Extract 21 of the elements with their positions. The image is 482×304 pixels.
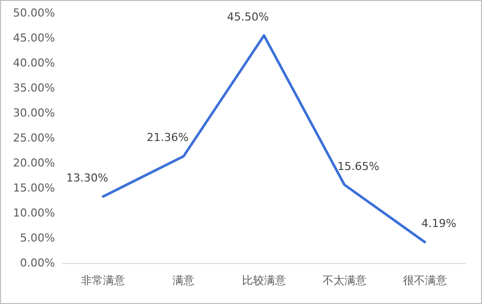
y-tick-label: 5.00% [20,232,55,244]
x-tick-label: 很不满意 [402,274,447,287]
y-tick-label: 40.00% [13,56,55,70]
data-label: 45.50% [227,10,269,24]
y-tick-label: 10.00% [13,206,55,220]
y-tick-label: 45.00% [13,32,55,44]
x-tick-label: 比较满意 [242,274,286,287]
y-tick-label: 30.00% [13,106,55,120]
x-tick-label: 不太满意 [322,274,366,287]
y-tick-label: 0.00% [20,256,55,270]
y-tick-label: 20.00% [13,156,55,170]
data-label: 4.19% [421,217,456,230]
data-label: 21.36% [146,131,189,144]
y-tick-label: 15.00% [13,182,55,194]
data-label: 13.30% [66,172,108,184]
y-tick-label: 25.00% [13,132,55,144]
data-label: 15.65% [337,160,380,173]
y-tick-label: 35.00% [13,82,55,94]
x-tick-label: 非常满意 [81,274,126,287]
x-tick-label: 满意 [172,274,195,287]
y-tick-label: 50.00% [13,6,55,20]
